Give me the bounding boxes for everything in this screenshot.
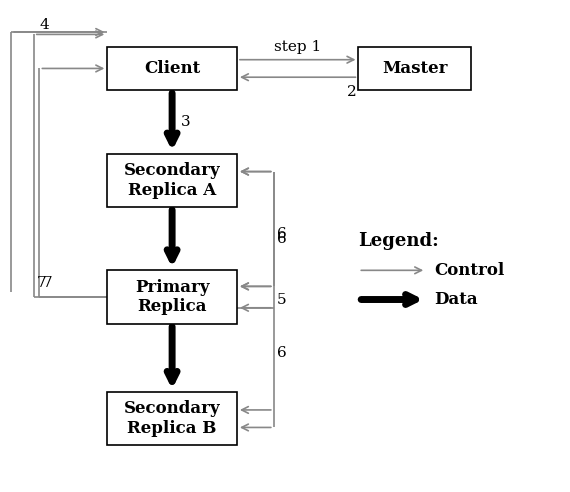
Text: Secondary
Replica B: Secondary Replica B	[124, 400, 221, 437]
Text: 4: 4	[39, 18, 49, 32]
Text: Master: Master	[382, 60, 447, 77]
Text: 7: 7	[36, 276, 46, 290]
Text: Data: Data	[434, 291, 478, 308]
Text: 6: 6	[277, 232, 287, 246]
Text: 5: 5	[277, 293, 287, 307]
Text: Secondary
Replica A: Secondary Replica A	[124, 162, 221, 199]
Text: 3: 3	[181, 115, 190, 129]
FancyBboxPatch shape	[359, 47, 471, 91]
Text: Legend:: Legend:	[359, 232, 439, 250]
Text: step 1: step 1	[274, 40, 321, 54]
Text: 6: 6	[277, 346, 287, 360]
FancyBboxPatch shape	[107, 154, 237, 207]
FancyBboxPatch shape	[107, 270, 237, 324]
FancyBboxPatch shape	[107, 47, 237, 91]
Text: 6: 6	[276, 227, 286, 241]
Text: 2: 2	[347, 85, 357, 98]
Text: Client: Client	[144, 60, 200, 77]
Text: Control: Control	[434, 262, 505, 279]
FancyBboxPatch shape	[107, 392, 237, 445]
Text: 7: 7	[42, 276, 52, 290]
Text: Primary
Replica: Primary Replica	[135, 279, 209, 315]
